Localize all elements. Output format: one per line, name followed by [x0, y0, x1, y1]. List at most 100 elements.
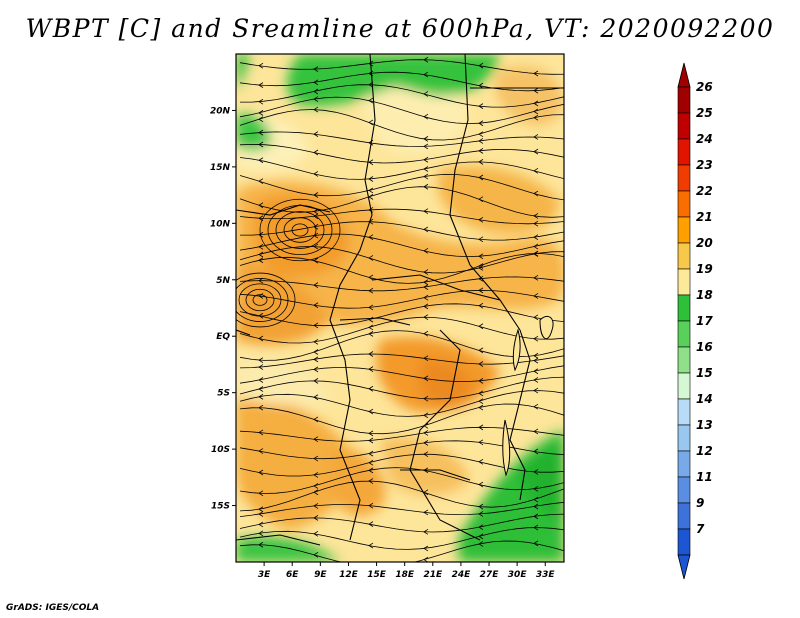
streamline-arrow: [533, 485, 539, 492]
streamline: [239, 390, 564, 417]
streamline-arrow: [313, 223, 319, 230]
streamline-arrow: [533, 357, 539, 364]
streamline: [239, 480, 564, 512]
colorbar-segment: [677, 164, 691, 192]
streamline-arrow: [478, 216, 484, 223]
colorbar-label: 20: [696, 236, 713, 250]
streamline-arrow: [258, 448, 264, 454]
streamline: [239, 376, 564, 400]
streamline-arrow: [313, 349, 319, 355]
streamline-arrow: [368, 194, 374, 200]
streamline-arrow: [423, 303, 429, 310]
colorbar-segment: [677, 216, 691, 244]
streamline-arrow: [258, 541, 264, 548]
colorbar-label: 9: [696, 496, 704, 510]
streamline-arrow: [368, 430, 374, 437]
vortex-ring: [238, 283, 282, 317]
streamline-arrow: [313, 356, 319, 363]
streamline-arrow: [423, 375, 429, 382]
streamline-arrow: [423, 208, 429, 215]
streamline-arrow: [423, 91, 429, 97]
streamline-arrow: [258, 429, 264, 436]
streamline-arrow: [313, 489, 319, 496]
streamline-arrow: [533, 100, 539, 107]
streamline-arrow: [369, 564, 373, 569]
streamline-arrow: [368, 437, 374, 444]
lon-tick-label: 27E: [480, 570, 500, 580]
streamline-arrow: [368, 408, 374, 415]
streamline: [239, 71, 564, 92]
colorbar-top-arrow: [677, 62, 691, 88]
streamline-arrow: [533, 469, 539, 475]
streamline-arrow: [313, 149, 319, 156]
streamline-arrow: [313, 257, 319, 264]
streamline-arrow: [478, 120, 484, 127]
streamline-arrow: [313, 131, 319, 137]
lon-tick-label: 3E: [258, 570, 271, 580]
lon-tick-label: 15E: [367, 570, 387, 580]
lat-tick-label: 5S: [217, 389, 230, 399]
streamlines: [236, 56, 564, 569]
streamline-arrow: [313, 436, 319, 443]
streamline-arrow: [478, 275, 484, 282]
streamline-arrow: [313, 483, 319, 489]
streamline-arrow: [533, 108, 539, 115]
streamline: [239, 330, 564, 361]
streamline-arrow: [423, 284, 429, 290]
streamline-arrow: [423, 330, 429, 337]
streamline: [239, 353, 564, 369]
streamline: [239, 143, 564, 164]
streamline-arrow: [478, 148, 484, 154]
streamline: [239, 96, 564, 125]
colorbar-label: 14: [696, 392, 713, 406]
streamline: [240, 221, 564, 241]
streamline-arrow: [478, 424, 484, 431]
streamline-arrow: [258, 243, 264, 250]
streamline-arrow: [533, 190, 539, 197]
streamline-arrow: [478, 347, 484, 354]
streamline-arrow: [423, 183, 429, 190]
streamline-arrow: [368, 304, 374, 311]
streamline-arrow: [478, 174, 484, 181]
streamline-arrow: [313, 243, 319, 250]
lakes: [502, 315, 554, 477]
colorbar-label: 24: [696, 132, 713, 146]
colorbar-segment: [677, 502, 691, 530]
colorbar-label: 12: [696, 444, 713, 458]
streamline-arrow: [423, 556, 429, 562]
vortex-ring: [283, 217, 317, 243]
colorbar-segment: [677, 268, 691, 296]
streamline-arrow: [368, 385, 374, 392]
streamline-arrow: [258, 469, 264, 476]
colorbar-segment: [677, 476, 691, 504]
colorbar-segment: [677, 86, 691, 114]
colorbar-segment: [677, 398, 691, 426]
streamline-arrow: [313, 208, 319, 215]
streamline-arrow: [368, 521, 374, 527]
streamline: [239, 246, 564, 274]
streamline-arrow: [313, 302, 319, 309]
streamline-arrow: [258, 293, 264, 299]
lat-tick-label: 15N: [210, 163, 231, 173]
colorbar-label: 21: [696, 210, 713, 224]
colorbar-segment: [677, 372, 691, 400]
streamline-arrow: [368, 478, 374, 484]
lat-tick-label: 10S: [211, 445, 230, 455]
streamline-arrow: [368, 255, 374, 261]
colorbar-label: 15: [696, 366, 713, 380]
colorbar: 26 25 24 23 22 21 20 19 18 17 16 15 14 13 12 11 9 7: [677, 62, 713, 580]
streamline-arrow: [478, 439, 484, 446]
streamline-arrow: [313, 192, 319, 198]
colorbar-label: 22: [696, 184, 713, 198]
streamline-arrow: [533, 503, 539, 510]
grads-credit: GrADS: IGES/COLA: [6, 603, 100, 613]
streamline-arrow: [368, 187, 374, 194]
streamline-arrow: [533, 234, 539, 241]
streamline-arrow: [313, 282, 319, 288]
streamline-arrow: [313, 416, 319, 423]
streamline-arrow: [478, 302, 484, 309]
streamline-arrow: [478, 103, 484, 109]
streamline-arrow: [313, 213, 319, 220]
colorbar-segment: [677, 138, 691, 166]
